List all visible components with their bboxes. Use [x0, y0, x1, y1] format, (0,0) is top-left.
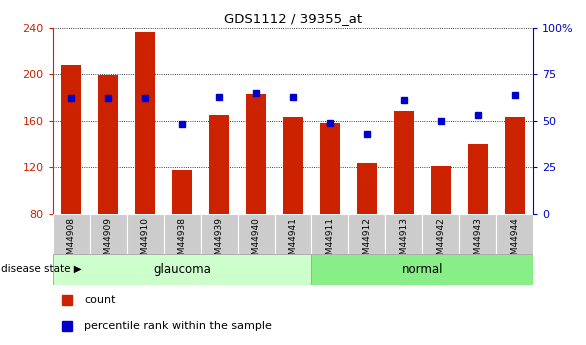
Text: GSM44913: GSM44913 — [400, 217, 408, 266]
Bar — [423, 214, 459, 254]
Text: count: count — [84, 295, 115, 305]
Bar — [127, 214, 163, 254]
Bar — [283, 117, 303, 214]
Text: GSM44909: GSM44909 — [104, 217, 113, 266]
Bar — [53, 214, 90, 254]
Text: GSM44943: GSM44943 — [473, 217, 482, 266]
Bar — [468, 144, 488, 214]
Text: normal: normal — [401, 263, 443, 276]
Bar — [246, 94, 266, 214]
Bar — [135, 32, 155, 214]
Bar — [496, 214, 533, 254]
Bar — [505, 117, 525, 214]
Bar — [312, 214, 349, 254]
Text: GSM44940: GSM44940 — [251, 217, 261, 266]
Bar — [237, 214, 274, 254]
Bar — [53, 254, 312, 285]
Title: GDS1112 / 39355_at: GDS1112 / 39355_at — [224, 12, 362, 25]
Bar — [357, 162, 377, 214]
Bar — [349, 214, 386, 254]
Text: GSM44941: GSM44941 — [288, 217, 298, 266]
Text: GSM44908: GSM44908 — [67, 217, 76, 266]
Bar — [163, 214, 200, 254]
Bar — [98, 75, 118, 214]
Bar — [394, 111, 414, 214]
Text: GSM44910: GSM44910 — [141, 217, 149, 266]
Text: GSM44912: GSM44912 — [362, 217, 372, 266]
Bar — [459, 214, 496, 254]
Text: GSM44938: GSM44938 — [178, 217, 186, 266]
Text: GSM44939: GSM44939 — [214, 217, 224, 266]
Bar — [200, 214, 237, 254]
Text: disease state ▶: disease state ▶ — [1, 264, 82, 274]
Bar — [209, 115, 229, 214]
Text: GSM44942: GSM44942 — [437, 217, 445, 266]
Bar — [320, 123, 340, 214]
Text: percentile rank within the sample: percentile rank within the sample — [84, 321, 272, 331]
Bar — [274, 214, 312, 254]
Bar — [61, 65, 81, 214]
Text: GSM44911: GSM44911 — [325, 217, 335, 266]
Bar — [386, 214, 423, 254]
Bar — [172, 170, 192, 214]
Text: glaucoma: glaucoma — [153, 263, 211, 276]
Bar — [312, 254, 533, 285]
Bar — [431, 166, 451, 214]
Text: GSM44944: GSM44944 — [510, 217, 519, 266]
Bar — [90, 214, 127, 254]
